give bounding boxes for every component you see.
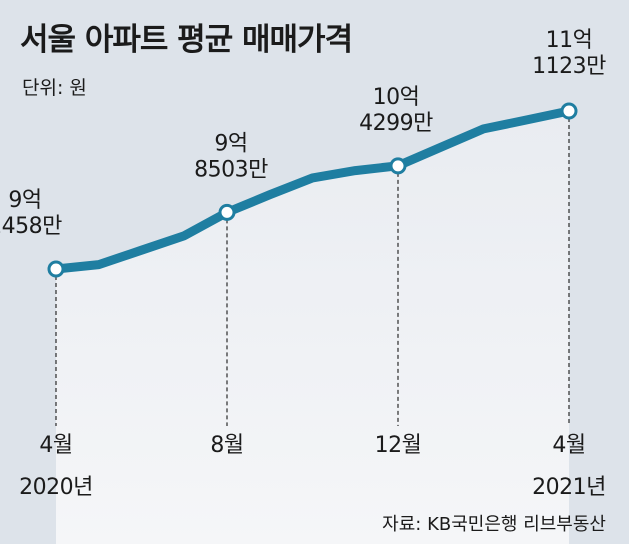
data-point-2020-08 — [218, 203, 236, 221]
data-label-2020-08-line2: 8503만 — [194, 157, 268, 182]
chart-title: 서울 아파트 평균 매매가격 — [20, 22, 352, 58]
x-tick-2021-04-line1: 4월 — [552, 433, 585, 458]
data-label-2020-04-line2: 1458만 — [0, 214, 62, 239]
source-note: 자료: KB국민은행 리브부동산 — [382, 514, 606, 535]
x-tick-2020-04-line1: 4월 — [39, 433, 72, 458]
area-fill — [56, 111, 569, 544]
data-label-2020-08-line1: 9억 — [214, 131, 247, 156]
data-point-2020-12 — [389, 157, 407, 175]
x-tick-2020-08-line1: 8월 — [210, 433, 243, 458]
data-point-2020-04 — [47, 260, 65, 278]
x-tick-2020-04-line2: 2020년 — [19, 475, 93, 500]
unit-label: 단위: 원 — [22, 77, 87, 99]
x-tick-2021-04-line2: 2021년 — [532, 475, 606, 500]
data-label-2020-12-line2: 4299만 — [359, 111, 433, 136]
data-label-2020-12-line1: 10억 — [373, 85, 420, 110]
series-line — [51, 106, 574, 274]
data-label-2021-04-line1: 11억 — [546, 28, 593, 53]
data-label-2021-04-line2: 1123만 — [532, 54, 606, 79]
data-point-2021-04 — [560, 102, 578, 120]
data-label-2020-04-line1: 9억 — [8, 188, 41, 213]
x-tick-2020-12-line1: 12월 — [375, 433, 422, 458]
